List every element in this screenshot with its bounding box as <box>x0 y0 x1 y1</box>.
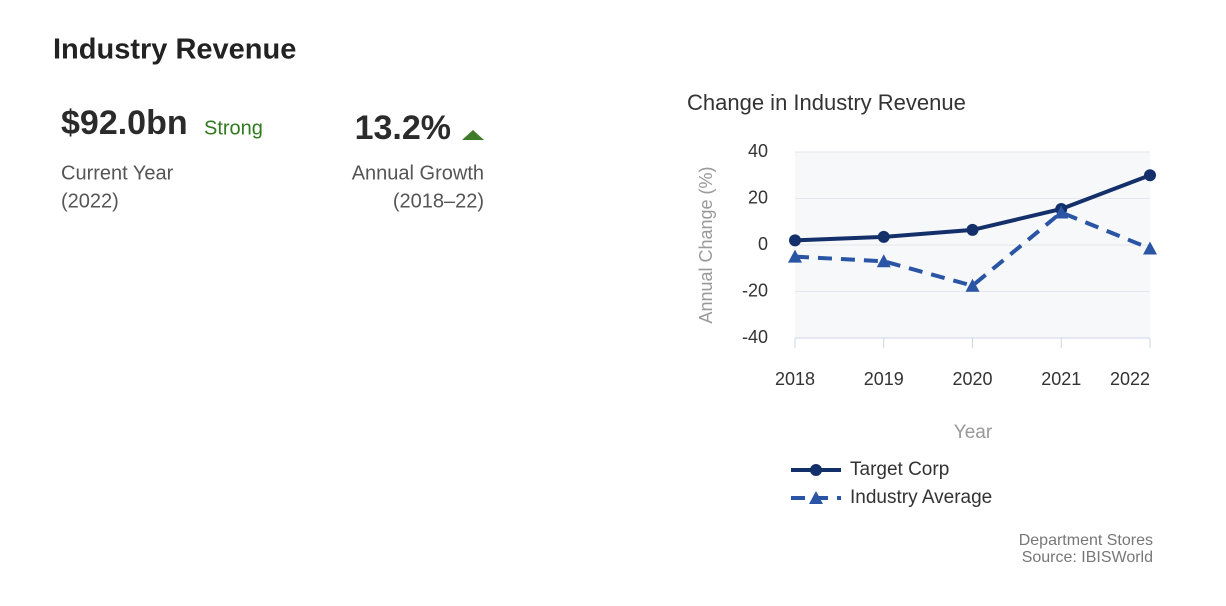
y-tick-label: -40 <box>742 327 768 347</box>
kpi-value: $92.0bn <box>61 104 188 142</box>
kpi-label: Current Year <box>61 162 174 184</box>
legend-label: Industry Average <box>850 487 992 508</box>
y-axis-label: Annual Change (%) <box>696 166 716 323</box>
chart-title: Change in Industry Revenue <box>687 90 966 115</box>
data-point <box>876 254 891 268</box>
kpi-value: 13.2% <box>355 109 451 147</box>
data-point <box>877 230 890 243</box>
x-tick-label: 2018 <box>775 369 815 389</box>
data-point <box>789 234 801 247</box>
kpi-period: (2022) <box>61 190 119 212</box>
widget-title: Industry Revenue <box>53 34 296 66</box>
legend-marker <box>809 491 823 504</box>
x-axis-label: Year <box>954 422 993 443</box>
y-tick-label: 0 <box>758 234 768 254</box>
data-point <box>965 278 980 292</box>
data-point <box>966 223 979 236</box>
x-tick-label: 2021 <box>1041 369 1081 389</box>
data-point <box>1054 205 1069 219</box>
y-tick-label: 40 <box>748 141 768 161</box>
x-tick-label: 2019 <box>864 369 904 389</box>
data-point <box>1144 169 1156 182</box>
footnote: Department Stores <box>1019 532 1153 549</box>
data-point <box>788 249 802 263</box>
x-tick-label: 2020 <box>952 369 992 389</box>
footnote: Source: IBISWorld <box>1022 549 1153 566</box>
up-arrow-icon <box>462 130 484 140</box>
kpi-period: (2018–22) <box>393 190 484 212</box>
y-tick-label: 20 <box>748 187 768 207</box>
data-point <box>1143 241 1157 255</box>
kpi-label: Annual Growth <box>352 162 484 184</box>
series-line <box>794 210 1151 288</box>
x-tick-label: 2022 <box>1110 369 1150 389</box>
legend-label: Target Corp <box>850 459 949 480</box>
kpi-rating: Strong <box>204 117 263 139</box>
y-tick-label: -20 <box>742 280 768 300</box>
legend-marker <box>810 464 822 476</box>
